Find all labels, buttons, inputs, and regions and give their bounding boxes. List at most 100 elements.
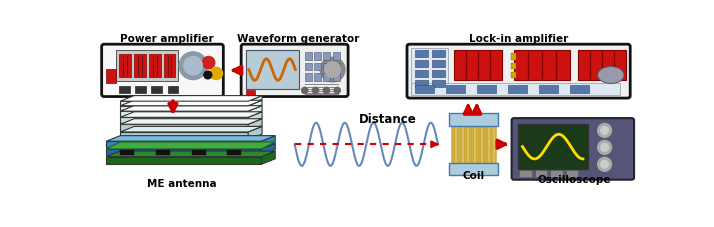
Bar [151, 86, 162, 94]
Bar [449, 163, 498, 175]
Circle shape [202, 57, 215, 69]
Bar [246, 50, 298, 89]
Bar [168, 86, 178, 94]
Bar [511, 72, 516, 78]
Bar [305, 52, 312, 59]
Polygon shape [120, 106, 262, 111]
Bar [120, 151, 134, 155]
Polygon shape [106, 142, 276, 149]
Polygon shape [248, 106, 262, 116]
Bar [116, 50, 178, 81]
Bar [511, 63, 516, 69]
Bar [519, 170, 532, 177]
Circle shape [600, 160, 608, 168]
Bar [246, 90, 255, 96]
Circle shape [179, 52, 207, 80]
Bar [550, 170, 563, 177]
Ellipse shape [598, 67, 624, 84]
Bar [432, 60, 445, 67]
Bar [415, 70, 428, 77]
Bar [134, 54, 146, 77]
Bar [415, 60, 428, 67]
Polygon shape [106, 141, 261, 147]
Polygon shape [120, 117, 248, 123]
Bar [333, 74, 340, 81]
FancyBboxPatch shape [101, 44, 223, 96]
Bar [305, 94, 339, 95]
Bar [314, 52, 321, 59]
Polygon shape [106, 151, 276, 157]
Polygon shape [248, 126, 262, 140]
Bar [305, 84, 339, 85]
Bar [305, 86, 339, 88]
Bar [106, 69, 116, 83]
Bar [415, 50, 428, 57]
Bar [415, 80, 428, 87]
FancyBboxPatch shape [512, 118, 634, 180]
Bar [164, 54, 175, 77]
Text: Oscilloscope: Oscilloscope [538, 175, 611, 185]
Bar [227, 151, 241, 155]
Bar [453, 50, 501, 80]
Polygon shape [120, 124, 248, 131]
Polygon shape [106, 157, 261, 164]
Circle shape [334, 87, 341, 94]
Polygon shape [248, 119, 262, 131]
Bar [511, 53, 516, 59]
Polygon shape [120, 111, 248, 116]
Polygon shape [120, 132, 248, 140]
Bar [539, 85, 558, 93]
Circle shape [210, 67, 223, 80]
Bar [432, 80, 445, 87]
Bar [415, 85, 434, 93]
Circle shape [600, 127, 608, 134]
Bar [518, 124, 588, 169]
Circle shape [204, 71, 211, 79]
Bar [411, 48, 448, 93]
Bar [449, 114, 498, 126]
Polygon shape [120, 101, 248, 105]
Polygon shape [120, 126, 262, 132]
Bar [323, 63, 331, 70]
Circle shape [325, 62, 341, 77]
Bar [333, 63, 340, 70]
Polygon shape [248, 96, 262, 105]
Circle shape [600, 143, 608, 151]
Polygon shape [261, 143, 276, 155]
Polygon shape [106, 149, 261, 155]
Polygon shape [120, 106, 248, 110]
Bar [432, 70, 445, 77]
Bar [305, 91, 339, 92]
Text: Power amplifier: Power amplifier [120, 34, 213, 44]
Bar [333, 52, 340, 59]
Text: Waveform generator: Waveform generator [237, 34, 360, 44]
Bar [477, 85, 496, 93]
Circle shape [323, 87, 329, 94]
Polygon shape [120, 96, 262, 101]
Bar [508, 85, 527, 93]
Bar [570, 85, 589, 93]
Circle shape [313, 87, 318, 94]
Polygon shape [261, 136, 276, 147]
Bar [314, 74, 321, 81]
Bar [432, 50, 445, 57]
FancyBboxPatch shape [407, 44, 630, 98]
Bar [305, 63, 312, 70]
Bar [156, 151, 170, 155]
FancyBboxPatch shape [241, 44, 348, 96]
Circle shape [598, 141, 612, 154]
Circle shape [320, 57, 345, 82]
Circle shape [598, 157, 612, 171]
Bar [119, 86, 129, 94]
Bar [535, 170, 547, 177]
Bar [514, 50, 570, 80]
Bar [578, 50, 625, 80]
Text: Coil: Coil [463, 171, 485, 181]
Polygon shape [261, 151, 276, 164]
Polygon shape [248, 100, 262, 110]
Polygon shape [106, 136, 276, 141]
Circle shape [183, 57, 202, 75]
Bar [135, 86, 146, 94]
Bar [119, 54, 131, 77]
Bar [323, 52, 331, 59]
